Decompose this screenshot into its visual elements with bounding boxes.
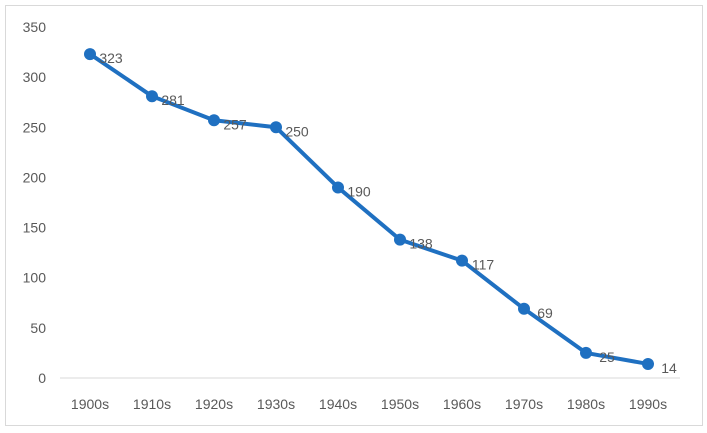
y-tick-label: 300 (23, 69, 47, 85)
data-label: 138 (409, 236, 433, 252)
x-tick-label: 1900s (71, 396, 109, 412)
data-label: 257 (223, 116, 247, 132)
data-point (580, 346, 592, 359)
data-point (270, 121, 282, 134)
x-tick-label: 1960s (443, 396, 481, 412)
data-label: 281 (161, 92, 185, 108)
data-label: 250 (285, 123, 309, 139)
x-tick-label: 1990s (629, 396, 667, 412)
y-tick-label: 150 (23, 220, 47, 236)
data-label: 323 (99, 50, 123, 66)
data-label: 14 (661, 360, 677, 376)
x-tick-label: 1910s (133, 396, 171, 412)
data-point (518, 302, 530, 315)
y-tick-label: 0 (38, 370, 46, 386)
data-point (146, 90, 158, 103)
data-label: 190 (347, 183, 371, 199)
x-tick-label: 1940s (319, 396, 357, 412)
y-tick-label: 250 (23, 119, 47, 135)
y-tick-label: 350 (23, 19, 47, 35)
x-tick-label: 1950s (381, 396, 419, 412)
x-tick-label: 1920s (195, 396, 233, 412)
y-tick-label: 200 (23, 169, 47, 185)
data-label: 25 (599, 349, 615, 365)
data-point (394, 233, 406, 246)
data-label: 69 (537, 305, 553, 321)
y-tick-label: 100 (23, 270, 47, 286)
x-tick-label: 1980s (567, 396, 605, 412)
data-point (456, 254, 468, 267)
data-label: 117 (472, 257, 495, 273)
data-point (208, 114, 220, 127)
series-line (88, 52, 649, 366)
y-tick-label: 50 (30, 320, 46, 336)
x-tick-label: 1930s (257, 396, 295, 412)
data-point (84, 48, 96, 61)
x-tick-label: 1970s (505, 396, 543, 412)
data-point (332, 181, 344, 194)
data-point (642, 357, 654, 370)
